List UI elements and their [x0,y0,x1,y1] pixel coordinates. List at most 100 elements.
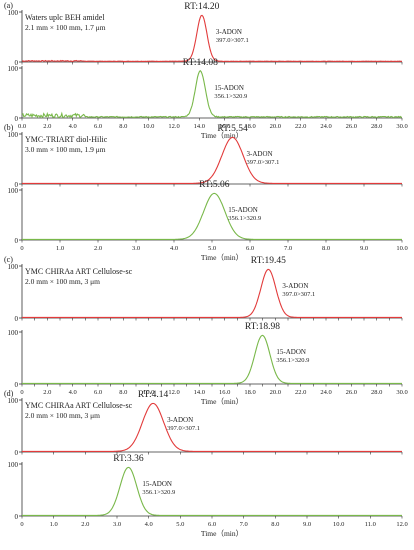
mrm-transition: 397.0>307.1 [247,159,280,166]
y-tick-label: 0 [15,513,19,521]
rt-label: RT:4.14 [138,390,169,400]
x-tick-label: 2.0 [43,389,51,396]
x-tick-label: 20.0 [270,123,281,130]
peak-trace-3-adon [22,402,402,452]
x-tick-label: 30.0 [396,389,407,396]
panel-label: (a) [4,1,13,10]
x-tick-label: 10.0 [143,389,154,396]
x-tick-label: 11.0 [365,521,376,528]
series-name: 3-ADON [216,28,242,36]
x-tick-label: 6.0 [208,521,216,528]
rt-label: RT:14.20 [184,2,219,12]
mrm-transition: 356.1>320.9 [142,489,175,496]
mrm-transition: 356.1>320.9 [276,357,309,364]
peak-trace-15-adon [22,334,402,384]
mrm-transition: 356.1>320.9 [228,215,261,222]
x-tick-label: 22.0 [295,123,306,130]
x-tick-label: 0 [20,521,23,528]
x-tick-label: 28.0 [371,123,382,130]
x-tick-label: 3.0 [132,245,140,252]
y-tick-label: 0 [15,237,19,245]
x-tick-label: 8.0 [119,123,127,130]
series-name: 15-ADON [142,480,172,488]
y-tick-label: 0 [15,449,19,457]
x-tick-label: 22.0 [295,389,306,396]
rt-label: RT:14.08 [183,58,218,68]
x-tick-label: 16.0 [219,389,230,396]
rt-label: RT:5.54 [217,124,248,134]
x-tick-label: 1.0 [56,245,64,252]
x-tick-label: 8.0 [271,521,279,528]
x-tick-label: 12.0 [396,521,407,528]
x-tick-label: 5.0 [208,245,216,252]
y-tick-label: 0 [15,381,19,389]
x-tick-label: 30.0 [396,123,407,130]
rt-label: RT:5.06 [199,180,230,190]
x-tick-label: 0 [20,389,23,396]
column-dimensions: 2.0 mm × 100 mm, 3 μm [25,411,100,420]
y-tick-label: 0 [15,315,19,323]
peak-trace-3-adon [22,136,402,184]
x-tick-label: 10.0 [396,245,407,252]
x-tick-label: 28.0 [371,389,382,396]
x-tick-label: 12.0 [168,123,179,130]
chart-panel-c: 1000RT:19.453-ADON397.0>307.11000RT:18.9… [4,255,408,406]
y-tick-label: 100 [8,131,19,139]
mrm-transition: 397.0>307.1 [167,425,200,432]
y-tick-label: 0 [15,115,19,123]
x-tick-label: 2.0 [81,521,89,528]
y-tick-label: 100 [8,9,19,17]
panel-label: (d) [4,389,14,398]
y-tick-label: 100 [8,263,19,271]
x-axis-title: Time（min） [201,529,243,538]
peak-trace-15-adon [22,192,402,240]
x-tick-label: 18.0 [244,389,255,396]
peak-trace-3-adon [22,14,403,63]
x-tick-label: 20.0 [270,389,281,396]
x-axis-title: Time（min） [201,131,243,140]
column-name: YMC CHIRAa ART Cellulose-sc [25,401,133,410]
x-tick-label: 1.0 [50,521,58,528]
x-tick-label: 9.0 [303,521,311,528]
mrm-transition: 356.1>320.9 [214,93,247,100]
column-dimensions: 2.0 mm × 100 mm, 3 μm [25,277,100,286]
y-tick-label: 100 [8,461,19,469]
x-tick-label: 4.0 [145,521,153,528]
peak-trace-15-adon [22,466,402,516]
x-tick-label: 6.0 [94,123,102,130]
rt-label: RT:18.98 [245,322,280,332]
chart-panel-b: 1000RT:5.543-ADON397.0>307.11000RT:5.061… [4,123,408,262]
x-tick-label: 4.0 [69,123,77,130]
x-tick-label: 0.0 [18,123,26,130]
x-tick-label: 2.0 [43,123,51,130]
x-tick-label: 4.0 [69,389,77,396]
x-tick-label: 10.0 [333,521,344,528]
panel-label: (b) [4,123,14,132]
series-name: 15-ADON [214,84,244,92]
y-tick-label: 0 [15,59,19,67]
x-tick-label: 7.0 [284,245,292,252]
x-tick-label: 12.0 [168,389,179,396]
x-tick-label: 6.0 [246,245,254,252]
x-tick-label: 26.0 [346,389,357,396]
x-tick-label: 8.0 [322,245,330,252]
column-dimensions: 2.1 mm × 100 mm, 1.7 μm [25,23,106,32]
x-tick-label: 0 [20,245,23,252]
chart-panel-d: 1000RT:4.143-ADON397.0>307.11000RT:3.361… [4,389,408,538]
y-tick-label: 100 [8,65,19,73]
x-tick-label: 8.0 [119,389,127,396]
series-name: 15-ADON [276,348,306,356]
x-tick-label: 14.0 [194,123,205,130]
chart-panel-a: 1000RT:14.203-ADON397.0>307.11000RT:14.0… [4,1,408,140]
series-name: 3-ADON [167,416,193,424]
x-tick-label: 7.0 [240,521,248,528]
series-name: 3-ADON [247,150,273,158]
peak-trace-15-adon [21,69,403,119]
